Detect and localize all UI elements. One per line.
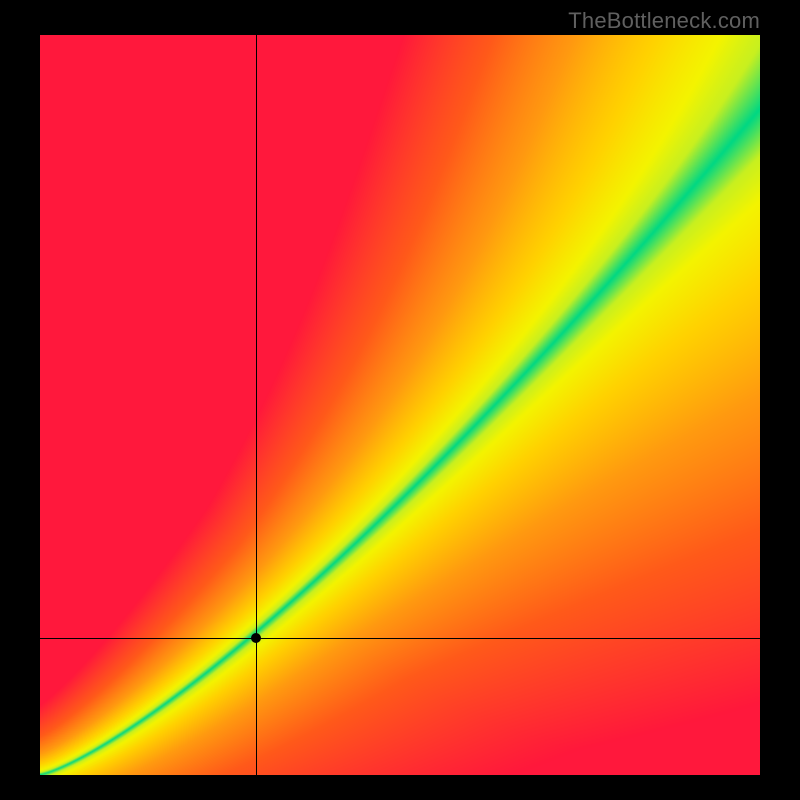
heatmap-canvas [40,35,760,775]
chart-container: TheBottleneck.com [0,0,800,800]
crosshair-horizontal [40,638,760,639]
crosshair-vertical [256,35,257,775]
marker-dot [251,633,261,643]
watermark-text: TheBottleneck.com [568,8,760,34]
plot-area [40,35,760,775]
